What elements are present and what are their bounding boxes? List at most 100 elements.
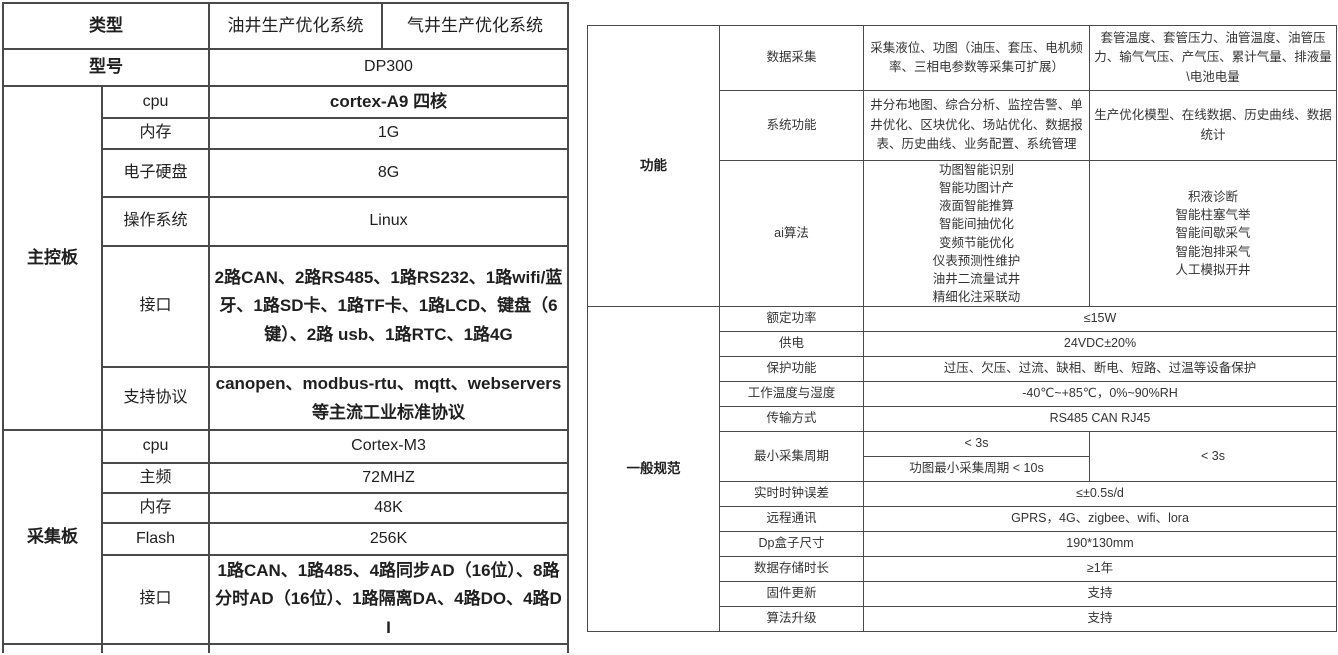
table-row: 内存 1G [3,117,569,150]
table-row: 功图最小采集周期 < 10s [588,456,1337,482]
type-gas-value-cell: 气井生产优化系统 [381,2,569,50]
table-row [2,643,569,653]
row-value-cell: 1G [208,117,569,150]
table-row: Dp盒子尺寸 190*130mm [588,531,1337,557]
table-row: 操作系统 Linux [3,196,569,247]
partial-row-cell [101,643,210,653]
function-group-cell: 功能 [587,25,720,307]
row-value-cell: 256K [208,522,569,556]
row-label-cell: 固件更新 [719,581,864,607]
table-row: 数据存储时长 ≥1年 [588,556,1337,582]
row-label-cell: 额定功率 [719,306,864,332]
row-label-cell: 算法升级 [719,606,864,632]
row-value-cell: Cortex-M3 [208,429,569,464]
row-value-cell: Linux [208,196,569,247]
general-spec-group-cell: 一般规范 [587,306,720,632]
table-row: Flash 256K [3,522,569,556]
min-cycle-oil-top-cell: < 3s [863,431,1090,457]
table-row: 远程通讯 GPRS，4G、zigbee、wifi、lora [588,506,1337,532]
table-row: 一般规范 额定功率 ≤15W [587,306,1337,632]
main-board-group-cell: 主控板 [2,85,103,431]
row-label-cell: 接口 [101,554,210,645]
collect-board-group-cell: 采集板 [2,429,103,645]
partial-row-cell [2,643,103,653]
partial-row-cell [208,643,569,653]
row-label-cell: 数据采集 [719,25,864,91]
row-label-cell: 主频 [101,462,210,494]
row-label-cell: 电子硬盘 [101,148,210,198]
row-value-cell: 190*130mm [863,531,1337,557]
row-value-cell: cortex-A9 四核 [208,85,569,119]
min-cycle-oil-bottom-cell: 功图最小采集周期 < 10s [863,456,1090,482]
table-row: 型号 DP300 [2,48,569,87]
row-label-cell: 内存 [101,492,210,524]
row-label-cell: 接口 [101,245,210,368]
row-label-cell: cpu [101,85,210,119]
row-label-cell: 传输方式 [719,406,864,432]
row-value-cell: ≥1年 [863,556,1337,582]
table-row: 传输方式 RS485 CAN RJ45 [588,406,1337,432]
row-label-cell: 数据存储时长 [719,556,864,582]
min-cycle-gas-cell: < 3s [1089,431,1337,482]
row-label-cell: 远程通讯 [719,506,864,532]
row-value-cell: 支持 [863,581,1337,607]
hardware-spec-table: 类型 油井生产优化系统 气井生产优化系统 型号 DP300 主控板 cpu co… [2,2,569,653]
table-row: 主控板 cpu cortex-A9 四核 [2,85,569,431]
table-row: 类型 油井生产优化系统 气井生产优化系统 [2,2,569,50]
row-value-cell: canopen、modbus-rtu、mqtt、webservers等主流工业标… [208,366,569,431]
row-value-gas-cell: 生产优化模型、在线数据、历史曲线、数据统计 [1089,90,1337,161]
row-value-gas-cell: 套管温度、套管压力、油管温度、油管压力、输气气压、产气压、累计气量、排液量\电池… [1089,25,1337,91]
table-row: 固件更新 支持 [588,581,1337,607]
model-value-cell: DP300 [208,48,569,87]
table-row: 电子硬盘 8G [3,148,569,198]
table-row: 最小采集周期 < 3s < 3s [588,431,1337,482]
row-label-cell: 内存 [101,117,210,150]
row-label-cell: 支持协议 [101,366,210,431]
table-row: 接口 2路CAN、2路RS485、1路RS232、1路wifi/蓝牙、1路SD卡… [3,245,569,368]
row-value-oil-cell: 采集液位、功图（油压、套压、电机频率、三相电参数等采集可扩展） [863,25,1090,91]
row-value-oil-cell: 井分布地图、综合分析、监控告警、单井优化、区块优化、场站优化、数据报表、历史曲线… [863,90,1090,161]
row-value-cell: RS485 CAN RJ45 [863,406,1337,432]
model-header-cell: 型号 [2,48,210,87]
row-value-cell: 72MHZ [208,462,569,494]
table-row: 内存 48K [3,492,569,524]
row-label-cell: Dp盒子尺寸 [719,531,864,557]
row-value-oil-cell: 功图智能识别 智能功图计产 液面智能推算 智能间抽优化 变频节能优化 仪表预测性… [863,160,1090,307]
row-value-cell: 支持 [863,606,1337,632]
row-label-cell: 系统功能 [719,90,864,161]
row-value-cell: GPRS，4G、zigbee、wifi、lora [863,506,1337,532]
table-row: 接口 1路CAN、1路485、4路同步AD（16位）、8路分时AD（16位）、1… [3,554,569,645]
table-row: 保护功能 过压、欠压、过流、缺相、断电、短路、过温等设备保护 [588,356,1337,382]
row-value-cell: 1路CAN、1路485、4路同步AD（16位）、8路分时AD（16位）、1路隔离… [208,554,569,645]
row-label-cell: Flash [101,522,210,556]
table-row: 支持协议 canopen、modbus-rtu、mqtt、webservers等… [3,366,569,431]
row-value-cell: 8G [208,148,569,198]
row-label-cell: 最小采集周期 [719,431,864,482]
row-label-cell: cpu [101,429,210,464]
row-value-cell: 2路CAN、2路RS485、1路RS232、1路wifi/蓝牙、1路SD卡、1路… [208,245,569,368]
row-label-cell: 实时时钟误差 [719,481,864,507]
row-value-cell: 24VDC±20% [863,331,1337,357]
table-row: 算法升级 支持 [588,606,1337,632]
table-row: ai算法 功图智能识别 智能功图计产 液面智能推算 智能间抽优化 变频节能优化 … [588,160,1337,307]
function-spec-table-wrap: 功能 数据采集 采集液位、功图（油压、套压、电机频率、三相电参数等采集可扩展） … [587,25,1338,632]
row-value-cell: 过压、欠压、过流、缺相、断电、短路、过温等设备保护 [863,356,1337,382]
row-value-cell: ≤±0.5s/d [863,481,1337,507]
row-label-cell: 工作温度与湿度 [719,381,864,407]
type-header-cell: 类型 [2,2,210,50]
row-label-cell: 供电 [719,331,864,357]
row-value-cell: ≤15W [863,306,1337,332]
table-row: 供电 24VDC±20% [588,331,1337,357]
row-value-gas-cell: 积液诊断 智能柱塞气举 智能间歇采气 智能泡排采气 人工模拟开井 [1089,160,1337,307]
table-row: 功能 数据采集 采集液位、功图（油压、套压、电机频率、三相电参数等采集可扩展） … [587,25,1337,307]
type-oil-value-cell: 油井生产优化系统 [208,2,383,50]
row-label-cell: 操作系统 [101,196,210,247]
row-label-cell: ai算法 [719,160,864,307]
row-value-cell: 48K [208,492,569,524]
row-value-cell: -40℃~+85℃，0%~90%RH [863,381,1337,407]
function-spec-table: 功能 数据采集 采集液位、功图（油压、套压、电机频率、三相电参数等采集可扩展） … [587,25,1337,632]
hardware-spec-table-wrap: 类型 油井生产优化系统 气井生产优化系统 型号 DP300 主控板 cpu co… [2,2,571,653]
table-row: 采集板 cpu Cortex-M3 [2,429,569,645]
row-label-cell: 保护功能 [719,356,864,382]
